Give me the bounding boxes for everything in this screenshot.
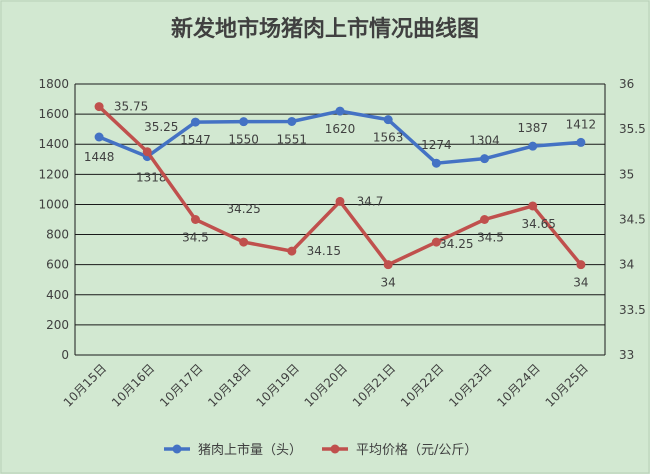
- data-point: [480, 215, 490, 224]
- series-1: 1448 1318 1547 1550 1551 1620 1563 1274 1304 1387…: [84, 106, 597, 185]
- legend-item-1: 猪肉上市量（头）: [164, 442, 302, 458]
- y-right-tick-label: 34: [619, 258, 634, 272]
- data-point: [431, 158, 441, 168]
- y-left-tick-label: 1200: [38, 167, 69, 181]
- data-point: [287, 246, 297, 256]
- data-point: [94, 132, 104, 142]
- data-point: [576, 260, 586, 270]
- data-label: 34.25: [226, 202, 260, 216]
- data-point: [335, 196, 345, 206]
- y-left-tick-label: 800: [46, 228, 69, 242]
- data-label: 34.5: [477, 231, 504, 245]
- y-right-tick-label: 34.5: [619, 213, 646, 227]
- data-point: [576, 137, 586, 147]
- data-point: [528, 201, 538, 211]
- y-left-tick-label: 1400: [38, 137, 69, 151]
- data-label: 1304: [469, 134, 500, 148]
- data-label: 1318: [136, 171, 167, 185]
- y-left-tick-label: 1000: [38, 197, 69, 211]
- data-label: 1620: [325, 122, 356, 136]
- data-point: [142, 147, 152, 157]
- data-point: [239, 237, 249, 247]
- data-point: [383, 260, 393, 270]
- data-point: [383, 115, 393, 125]
- data-label: 34.5: [182, 231, 209, 245]
- y-right-tick-label: 36: [619, 77, 634, 91]
- data-label: 34.15: [307, 244, 341, 258]
- y-left-tick-label: 200: [46, 318, 69, 332]
- y-right-tick-label: 33.5: [619, 303, 646, 317]
- data-label: 35.25: [144, 120, 178, 134]
- legend-item-2: 平均价格（元/公斤）: [322, 442, 477, 458]
- legend: 猪肉上市量（头） 平均价格（元/公斤）: [164, 442, 477, 458]
- y-right-tick-label: 35.5: [619, 122, 646, 136]
- data-label: 1387: [517, 121, 548, 135]
- legend-marker: [172, 444, 182, 454]
- data-point: [239, 117, 249, 127]
- y-left-tick-label: 1800: [38, 77, 69, 91]
- legend-marker: [330, 444, 340, 454]
- data-label: 34.25: [439, 237, 473, 251]
- data-point: [94, 102, 104, 112]
- y-left-tick-label: 0: [61, 348, 69, 362]
- data-point: [190, 215, 200, 224]
- data-label: 1547: [180, 133, 211, 147]
- data-point: [190, 117, 200, 127]
- series-group: 1448 1318 1547 1550 1551 1620 1563 1274 1304 1387…: [84, 100, 596, 290]
- series-2: 35.75 35.25 34.5 34.25 34.15 34.7 34 34.25 34.5 3…: [94, 100, 589, 290]
- data-label: 1412: [566, 117, 597, 131]
- chart-title: 新发地市场猪肉上市情况曲线图: [171, 16, 479, 42]
- data-point: [431, 237, 441, 247]
- data-point: [335, 106, 345, 116]
- y-right-tick-label: 33: [619, 348, 634, 362]
- data-label: 1274: [421, 138, 452, 152]
- data-label: 34: [573, 276, 588, 290]
- data-point: [480, 154, 490, 164]
- data-label: 34.7: [357, 194, 384, 208]
- data-label: 1551: [277, 132, 308, 146]
- legend-label: 猪肉上市量（头）: [198, 442, 302, 458]
- data-label: 35.75: [114, 100, 148, 114]
- data-point: [287, 116, 297, 126]
- data-label: 1563: [373, 131, 404, 145]
- y-left-tick-label: 600: [46, 258, 69, 272]
- legend-label: 平均价格（元/公斤）: [356, 442, 477, 458]
- data-label: 34: [381, 276, 396, 290]
- data-point: [528, 141, 538, 151]
- data-label: 1448: [84, 150, 115, 164]
- data-label: 1550: [228, 133, 259, 147]
- data-label: 34.65: [522, 217, 556, 231]
- y-left-tick-label: 400: [46, 288, 69, 302]
- y-left-tick-label: 1600: [38, 107, 69, 121]
- y-right-tick-label: 35: [619, 167, 634, 181]
